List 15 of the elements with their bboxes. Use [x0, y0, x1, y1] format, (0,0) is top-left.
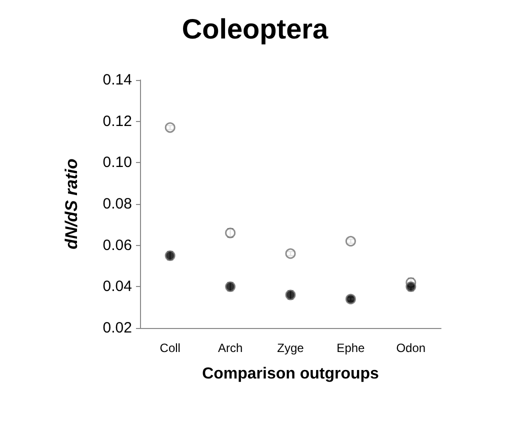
y-tick-label: 0.12: [102, 112, 132, 130]
y-tick-label: 0.08: [102, 196, 132, 212]
x-tick-label: Zyge: [277, 341, 304, 355]
x-tick-label: Odon: [396, 341, 426, 355]
x-tick-label: Arch: [218, 341, 243, 355]
x-tick-label: Coll: [160, 341, 180, 355]
y-axis-title: dN/dS ratio: [62, 158, 81, 250]
y-tick-label: 0.06: [102, 236, 132, 254]
y-tick-label: 0.10: [102, 154, 132, 172]
y-tick-label: 0.14: [102, 72, 132, 88]
y-tick-label: 0.04: [102, 278, 132, 296]
chart-title: Coleoptera: [182, 14, 329, 44]
y-tick-label: 0.02: [102, 320, 132, 336]
x-axis-title: Comparison outgroups: [202, 366, 380, 382]
x-tick-label: Ephe: [336, 341, 366, 355]
